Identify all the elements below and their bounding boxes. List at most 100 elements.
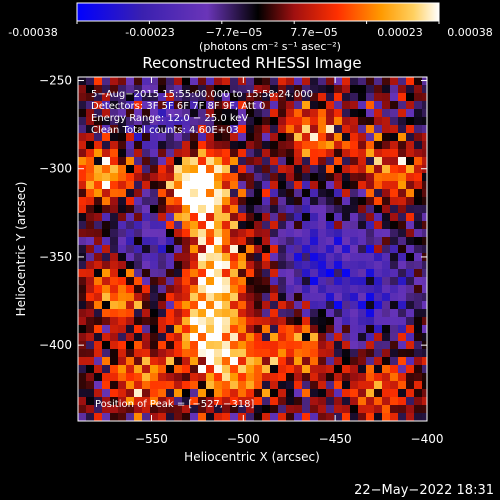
heatmap-cell [230,381,238,389]
heatmap-cell [310,293,318,301]
heatmap-cell [158,221,166,229]
heatmap-cell [350,101,358,109]
x-tick-label: −450 [319,432,352,446]
heatmap-cell [278,341,286,349]
heatmap-cell [286,205,294,213]
heatmap-cell [158,141,166,149]
heatmap-cell [118,333,126,341]
heatmap-cell [278,205,286,213]
heatmap-cell [294,189,302,197]
heatmap-cell [198,317,206,325]
heatmap-cell [118,125,126,133]
heatmap-cell [414,181,422,189]
heatmap-cell [270,349,278,357]
heatmap-cell [334,373,342,381]
heatmap-cell [94,301,102,309]
heatmap-cell [350,317,358,325]
heatmap-cell [278,253,286,261]
heatmap-cell [118,365,126,373]
heatmap-cell [94,397,102,405]
heatmap-cell [110,261,118,269]
heatmap-cell [230,389,238,397]
heatmap-cell [182,181,190,189]
heatmap-cell [326,301,334,309]
heatmap-cell [302,373,310,381]
heatmap-cell [342,261,350,269]
heatmap-cell [182,245,190,253]
heatmap-cell [78,173,86,181]
heatmap-cell [230,189,238,197]
heatmap-cell [126,117,134,125]
heatmap-cell [198,197,206,205]
heatmap-cell [102,253,110,261]
heatmap-cell [286,397,294,405]
heatmap-cell [358,397,366,405]
heatmap-cell [198,253,206,261]
heatmap-cell [302,277,310,285]
heatmap-cell [174,341,182,349]
heatmap-cell [150,397,158,405]
heatmap-cell [102,197,110,205]
heatmap-cell [278,173,286,181]
heatmap-cell [238,261,246,269]
heatmap-cell [342,341,350,349]
heatmap-cell [278,277,286,285]
heatmap-cell [214,389,222,397]
heatmap-cell [302,109,310,117]
heatmap-cell [126,229,134,237]
heatmap-cell [246,77,254,85]
heatmap-cell [246,205,254,213]
heatmap-cell [414,93,422,101]
heatmap-cell [278,325,286,333]
heatmap-cell [150,93,158,101]
heatmap-cell [406,277,414,285]
heatmap-cell [134,109,142,117]
heatmap-cell [326,173,334,181]
heatmap-cell [190,373,198,381]
heatmap-cell [166,237,174,245]
heatmap-cell [358,157,366,165]
heatmap-cell [150,277,158,285]
heatmap-cell [374,117,382,125]
heatmap-cell [126,133,134,141]
heatmap-cell [278,181,286,189]
heatmap-cell [414,221,422,229]
heatmap-cell [182,109,190,117]
heatmap-cell [166,101,174,109]
heatmap-cell [142,277,150,285]
heatmap-cell [414,317,422,325]
heatmap-cell [422,277,427,285]
heatmap-cell [302,197,310,205]
heatmap-cell [414,213,422,221]
heatmap-cell [190,365,198,373]
heatmap-cell [390,189,398,197]
heatmap-cell [262,389,270,397]
heatmap-cell [238,149,246,157]
heatmap-cell [406,101,414,109]
heatmap-cell [358,109,366,117]
heatmap-cell [398,381,406,389]
heatmap-cell [174,237,182,245]
heatmap-cell [190,141,198,149]
heatmap-cell [222,245,230,253]
y-tick-label: −250 [39,74,72,88]
heatmap-cell [342,301,350,309]
heatmap-cell [118,325,126,333]
heatmap-cell [246,213,254,221]
heatmap-cell [190,189,198,197]
heatmap-cell [182,365,190,373]
heatmap-cell [166,205,174,213]
heatmap-cell [342,413,350,421]
heatmap-cell [150,109,158,117]
heatmap-cell [134,285,142,293]
heatmap-cell [270,253,278,261]
heatmap-cell [166,341,174,349]
heatmap-cell [94,93,102,101]
heatmap-cell [118,117,126,125]
heatmap-cell [94,117,102,125]
heatmap-cell [134,117,142,125]
heatmap-cell [310,85,318,93]
heatmap-cell [318,397,326,405]
heatmap-cell [342,397,350,405]
heatmap-cell [422,333,427,341]
